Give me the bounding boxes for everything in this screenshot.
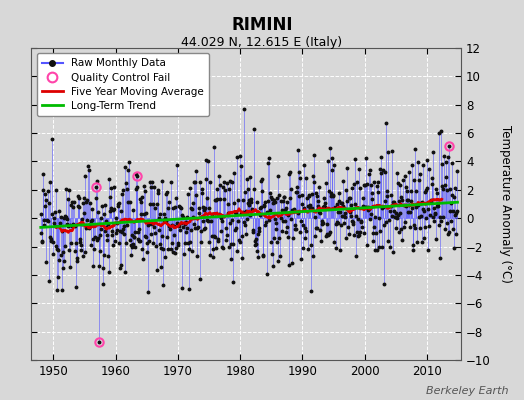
Text: RIMINI: RIMINI bbox=[231, 16, 293, 34]
Y-axis label: Temperature Anomaly (°C): Temperature Anomaly (°C) bbox=[499, 125, 512, 283]
Text: Berkeley Earth: Berkeley Earth bbox=[426, 386, 508, 396]
Text: 44.029 N, 12.615 E (Italy): 44.029 N, 12.615 E (Italy) bbox=[181, 36, 343, 49]
Legend: Raw Monthly Data, Quality Control Fail, Five Year Moving Average, Long-Term Tren: Raw Monthly Data, Quality Control Fail, … bbox=[37, 53, 209, 116]
